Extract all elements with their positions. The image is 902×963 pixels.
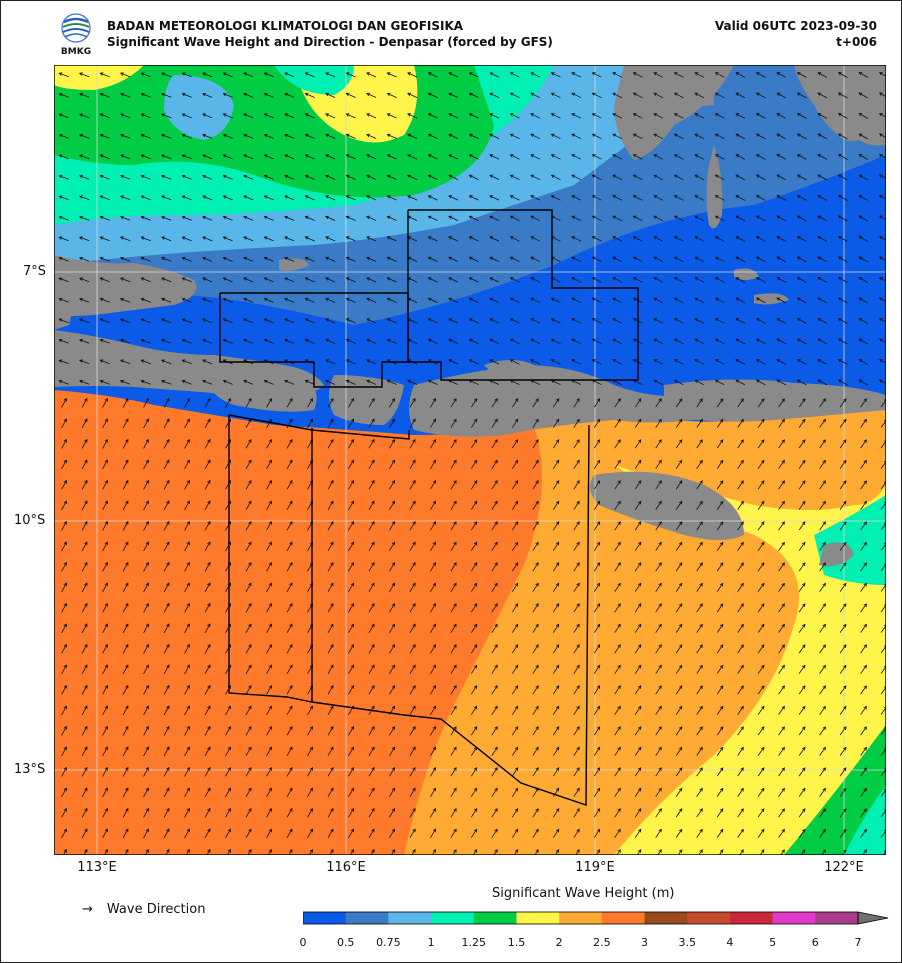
colorbar-tick-label: 4 xyxy=(726,936,734,949)
lat-label-13s: 13°S xyxy=(14,762,46,777)
colorbar-segment xyxy=(687,912,731,924)
colorbar-tick-label: 5 xyxy=(769,936,777,949)
colorbar-segment xyxy=(516,912,560,924)
colorbar-segment xyxy=(644,912,688,924)
lon-label-119e: 119°E xyxy=(575,860,615,875)
colorbar xyxy=(303,911,889,925)
colorbar-segment xyxy=(345,912,389,924)
colorbar-segment xyxy=(303,912,347,924)
colorbar-segment xyxy=(388,912,432,924)
colorbar-segment xyxy=(473,912,517,924)
colorbar-segment xyxy=(815,912,859,924)
madura-land xyxy=(54,255,197,316)
sumbawa-land xyxy=(409,365,704,437)
domain-boxes xyxy=(219,209,639,806)
graticule xyxy=(54,65,886,855)
colorbar-tick-label: 0.5 xyxy=(336,936,355,949)
bmkg-logo: BMKG xyxy=(61,13,91,56)
lat-label-7s: 7°S xyxy=(23,264,47,279)
colorbar-tick-label: 3.5 xyxy=(678,936,696,949)
forecast-step: t+006 xyxy=(836,35,877,49)
colorbar-tick-label: 3 xyxy=(641,936,649,949)
wave-direction-arrows xyxy=(58,72,886,855)
sumba-land xyxy=(590,471,744,540)
colorbar-tick-label: 1 xyxy=(427,936,435,949)
map-subtitle: Significant Wave Height and Direction - … xyxy=(107,35,553,49)
colorbar-segment xyxy=(559,912,603,924)
flores-land xyxy=(664,379,886,422)
colorbar-segment xyxy=(601,912,646,924)
colorbar-tick-label: 7 xyxy=(854,936,862,949)
colorbar-segment xyxy=(772,912,816,924)
wave-height-map xyxy=(54,65,886,855)
bali-land xyxy=(204,364,317,412)
legend-arrow-label: Wave Direction xyxy=(106,902,206,917)
colorbar-segment xyxy=(729,912,774,924)
legend-arrow-icon: → xyxy=(82,902,93,917)
wave-direction-legend: → Wave Direction xyxy=(82,902,205,917)
agency-title: BADAN METEOROLOGI KLIMATOLOGI DAN GEOFIS… xyxy=(107,19,464,33)
sulawesi-land xyxy=(794,65,886,141)
colorbar-tick-label: 0.75 xyxy=(376,936,401,949)
valid-time: Valid 06UTC 2023-09-30 xyxy=(714,19,877,33)
logo-text: BMKG xyxy=(61,47,91,56)
colorbar-tick-label: 6 xyxy=(811,936,819,949)
colorbar-title: Significant Wave Height (m) xyxy=(492,886,675,901)
lat-label-10s: 10°S xyxy=(14,513,46,528)
colorbar-segment xyxy=(431,912,475,924)
colorbar-tick-label: 1.5 xyxy=(507,936,526,949)
colorbar-tick-label: 0 xyxy=(299,936,307,949)
colorbar-tick-label: 2.5 xyxy=(593,936,611,949)
colorbar-tick-label: 2 xyxy=(555,936,563,949)
lon-label-122e: 122°E xyxy=(824,860,864,875)
lon-label-116e: 116°E xyxy=(326,860,366,875)
colorbar-extend-arrow xyxy=(857,911,889,925)
lon-label-113e: 113°E xyxy=(77,860,117,875)
colorbar-tick-label: 1.25 xyxy=(461,936,487,949)
